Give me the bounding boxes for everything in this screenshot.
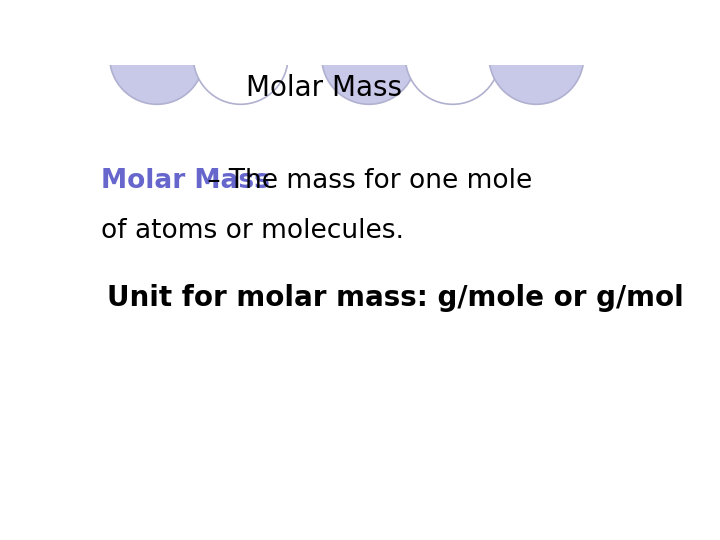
Ellipse shape xyxy=(193,9,288,104)
Text: of atoms or molecules.: of atoms or molecules. xyxy=(101,218,404,244)
Ellipse shape xyxy=(109,9,204,104)
Text: – The mass for one mole: – The mass for one mole xyxy=(199,168,532,194)
Text: Unit for molar mass: g/mole or g/mol: Unit for molar mass: g/mole or g/mol xyxy=(107,284,683,312)
Text: Molar Mass: Molar Mass xyxy=(101,168,270,194)
Ellipse shape xyxy=(489,9,584,104)
Ellipse shape xyxy=(405,9,500,104)
Ellipse shape xyxy=(322,9,416,104)
Text: Molar Mass: Molar Mass xyxy=(246,73,402,102)
